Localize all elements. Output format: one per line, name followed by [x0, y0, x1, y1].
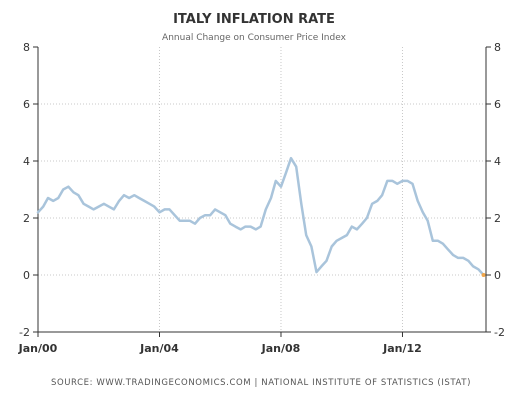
- y-tick-label-left: 4: [23, 155, 30, 168]
- chart-title: ITALY INFLATION RATE: [173, 12, 335, 27]
- y-tick-label-right: 2: [494, 212, 501, 225]
- y-tick-label-left: 0: [23, 269, 30, 282]
- y-tick-label-left: -2: [19, 326, 30, 339]
- y-tick-label-right: 6: [494, 98, 501, 111]
- y-tick-label-left: 2: [23, 212, 30, 225]
- label-layer: -2 -2 0 0 2 2 4 4 6 6 8 8 Jan/00 Jan/04 Jan/08 Jan/12: [18, 41, 505, 355]
- chart-subtitle: Annual Change on Consumer Price Index: [162, 33, 347, 43]
- source-text: SOURCE: WWW.TRADINGECONOMICS.COM | NATIO…: [51, 378, 471, 388]
- y-tick-label-right: 0: [494, 269, 501, 282]
- y-tick-label-right: 4: [494, 155, 501, 168]
- x-tick-label: Jan/00: [18, 342, 58, 355]
- y-tick-label-left: 6: [23, 98, 30, 111]
- x-tick-label: Jan/04: [139, 342, 179, 355]
- y-tick-label-left: 8: [23, 41, 30, 54]
- series-layer: [36, 156, 486, 277]
- series-line: [36, 156, 485, 277]
- y-tick-label-right: -2: [494, 326, 505, 339]
- y-tick-label-right: 8: [494, 41, 501, 54]
- x-tick-label: Jan/08: [261, 342, 301, 355]
- series-end-marker: [481, 273, 486, 277]
- grid-layer: [38, 47, 486, 332]
- axis-layer: [33, 46, 491, 337]
- x-tick-label: Jan/12: [382, 342, 422, 355]
